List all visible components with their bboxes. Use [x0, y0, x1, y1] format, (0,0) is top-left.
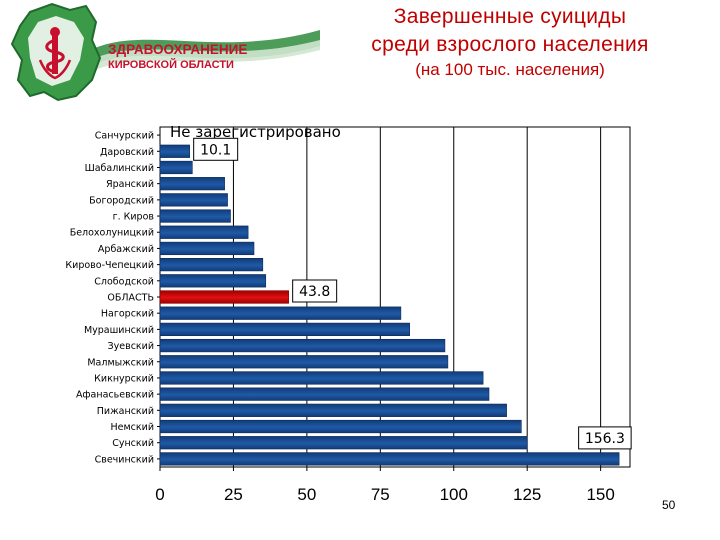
category-label: Малмыжский — [87, 357, 154, 368]
data-label-box — [193, 137, 239, 161]
bar — [159, 371, 484, 385]
category-label: Яранский — [106, 179, 154, 190]
x-tick-label: 25 — [224, 485, 243, 504]
bar — [159, 241, 255, 256]
bar — [159, 258, 264, 272]
page-number: 50 — [662, 498, 676, 512]
category-label: Пижанский — [97, 406, 154, 417]
bar — [159, 338, 446, 353]
category-label: г. Киров — [113, 212, 155, 223]
logo-text-line2: КИРОВСКОЙ ОБЛАСТИ — [108, 58, 234, 71]
category-label: Кикнурский — [94, 373, 154, 384]
category-label: Арбажский — [98, 244, 154, 255]
bar — [159, 403, 507, 417]
logo: ЗДРАВООХРАНЕНИЕ КИРОВСКОЙ ОБЛАСТИ — [10, 2, 320, 102]
x-tick-label: 75 — [371, 485, 390, 504]
bar — [159, 274, 267, 288]
category-label: Зуевский — [108, 341, 154, 352]
category-label: Даровский — [100, 147, 154, 158]
category-label: Сунский — [112, 438, 154, 449]
x-tick-label: 150 — [586, 485, 614, 504]
data-label-box — [578, 426, 632, 450]
category-label: Богородский — [89, 195, 154, 206]
bar — [159, 306, 402, 320]
bar — [159, 355, 449, 369]
data-label: 10.1 — [200, 142, 231, 158]
bar-highlight — [159, 290, 289, 304]
title-line-2: среди взрослого населения — [371, 33, 649, 56]
logo-text-line1: ЗДРАВООХРАНЕНИЕ — [108, 42, 247, 57]
category-label: Кирово-Чепецкий — [65, 260, 154, 271]
category-label: ОБЛАСТЬ — [107, 293, 154, 304]
category-label: Афанасьевский — [76, 390, 154, 401]
medical-emblem-icon — [38, 27, 72, 80]
x-tick-label: 0 — [155, 485, 164, 504]
category-label: Белохолуницкий — [70, 228, 154, 239]
slide-title: Завершенные суициды среди взрослого насе… — [330, 3, 690, 81]
category-label: Санчурский — [95, 131, 154, 142]
category-label: Мурашинский — [84, 325, 154, 336]
bar — [159, 322, 410, 336]
x-tick-label: 125 — [513, 485, 541, 504]
bar — [159, 177, 225, 191]
bar — [159, 225, 249, 239]
bar — [159, 419, 522, 434]
bar — [159, 144, 190, 158]
bar — [159, 209, 231, 223]
title-line-1: Завершенные суициды — [393, 5, 627, 28]
category-label: Нагорский — [101, 309, 154, 320]
bar — [159, 193, 228, 207]
bar — [159, 160, 193, 175]
bar — [159, 387, 490, 401]
category-label: Свечинский — [95, 454, 154, 465]
annotation-label: Не зарегистрировано — [170, 123, 341, 141]
title-line-3: (на 100 тыс. населения) — [415, 60, 605, 79]
category-label: Немский — [111, 422, 154, 433]
data-label: 156.3 — [585, 431, 625, 447]
x-tick-label: 50 — [297, 485, 316, 504]
bar — [159, 452, 620, 466]
data-label-box — [292, 279, 338, 303]
x-tick-label: 100 — [440, 485, 468, 504]
data-label: 43.8 — [299, 284, 330, 300]
bar — [159, 436, 528, 450]
category-label: Слободской — [94, 276, 154, 287]
logo-ribbon-light — [95, 40, 320, 70]
category-label: Шабалинский — [85, 163, 154, 174]
